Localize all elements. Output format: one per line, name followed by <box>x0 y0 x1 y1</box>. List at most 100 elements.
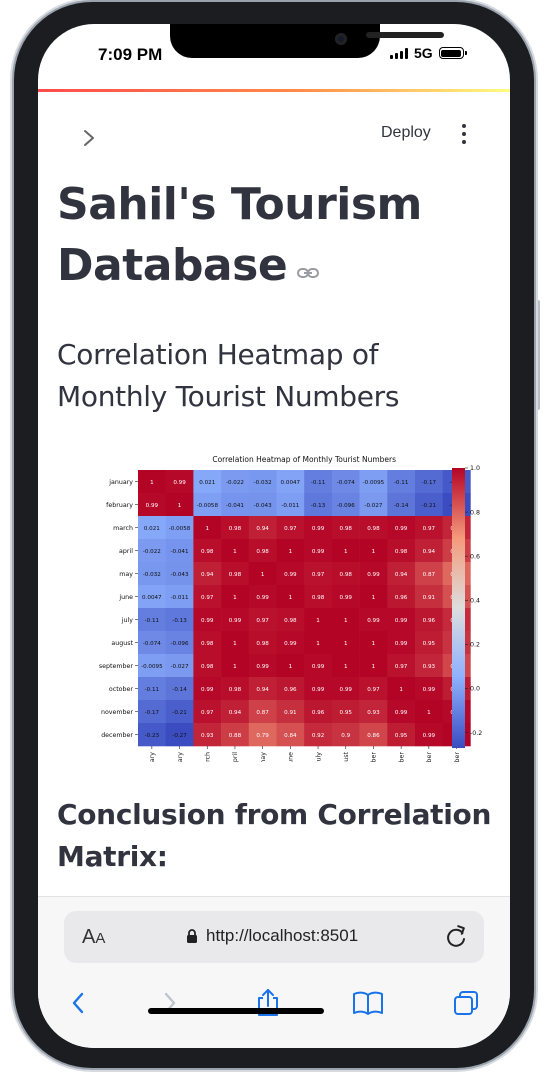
reload-button[interactable] <box>444 924 468 954</box>
heatmap-cell <box>221 723 250 747</box>
forward-button[interactable] <box>148 981 192 1025</box>
bookmarks-icon <box>353 991 383 1015</box>
section-heading-heatmap: Correlation Heatmap of Monthly Tourist N… <box>57 338 400 413</box>
heatmap-cell <box>276 654 305 678</box>
col-tick-label: december <box>454 752 461 762</box>
lock-icon <box>187 928 197 943</box>
heatmap-cell <box>165 677 194 701</box>
heatmap-cell-label: 1 <box>316 641 320 647</box>
heatmap-cell <box>387 470 416 494</box>
sidebar-expand-button[interactable] <box>82 128 96 153</box>
heatmap-cell-label: -0.027 <box>171 664 189 670</box>
colorbar <box>452 468 465 748</box>
heatmap-cell <box>165 700 194 724</box>
heatmap-cell <box>248 677 277 701</box>
heatmap-cell <box>415 677 443 701</box>
heatmap-cell-label: 0.98 <box>367 526 380 532</box>
col-tick-label: january <box>149 752 156 762</box>
phone-screen: 7:09 PM 5G Deploy Sahil's Tourism Databa… <box>38 24 510 1048</box>
heatmap-cell-label: 1 <box>427 710 431 716</box>
row-tick-label: march <box>113 525 133 532</box>
link-icon[interactable] <box>297 235 320 296</box>
heatmap-cell-label: -0.043 <box>171 572 189 578</box>
heatmap-cell <box>248 562 277 586</box>
heatmap-cell-label: 0.98 <box>340 526 353 532</box>
heatmap-cell <box>193 470 222 494</box>
address-bar[interactable]: AA http://localhost:8501 <box>64 911 484 963</box>
main-menu-button[interactable] <box>458 124 470 144</box>
heatmap-cell <box>304 562 333 586</box>
col-tick-label: june <box>288 752 295 762</box>
heatmap-cell <box>304 470 333 494</box>
heatmap-cell-label: 0.94 <box>256 526 269 532</box>
heatmap-cell-label: 1 <box>261 572 265 578</box>
row-tick-label: june <box>118 594 133 601</box>
heatmap-cell <box>387 608 416 632</box>
heatmap-cell <box>276 516 305 540</box>
heatmap-cell <box>304 700 333 724</box>
deploy-button[interactable]: Deploy <box>381 124 431 141</box>
heatmap-cell <box>138 562 166 586</box>
heatmap-cell <box>221 654 250 678</box>
heatmap-cell <box>276 539 305 563</box>
heatmap-cell-label: 0.99 <box>367 572 380 578</box>
col-tick-label: august <box>343 751 350 762</box>
heatmap-cell <box>221 516 250 540</box>
heatmap-cell <box>387 493 416 517</box>
heatmap-cell-label: -0.13 <box>172 618 187 624</box>
bookmarks-button[interactable] <box>346 981 390 1025</box>
heatmap-cell <box>248 654 277 678</box>
heatmap-cell <box>165 493 194 517</box>
heatmap-cell-label: 0.99 <box>367 618 380 624</box>
heatmap-cell <box>248 700 277 724</box>
heatmap-cell <box>359 539 388 563</box>
heatmap-cell <box>221 470 250 494</box>
back-button[interactable] <box>56 981 100 1025</box>
heatmap-cell <box>193 677 222 701</box>
heatmap-cell-label: 0.021 <box>144 526 160 532</box>
heatmap-cell-label: 0.94 <box>395 572 408 578</box>
url-display[interactable]: http://localhost:8501 <box>186 926 358 946</box>
mute-switch <box>10 200 14 236</box>
heatmap-cell-label: 1 <box>289 549 293 555</box>
heatmap-cell <box>193 539 222 563</box>
row-tick-label: may <box>119 571 133 578</box>
heatmap-cell <box>304 585 333 609</box>
heatmap-cell-label: 0.96 <box>395 595 408 601</box>
heatmap-cell <box>304 723 333 747</box>
heatmap-cell <box>138 539 166 563</box>
heatmap-cell <box>359 516 388 540</box>
heatmap-cell-label: -0.11 <box>394 480 409 486</box>
heatmap-cell-label: 0.99 <box>256 664 269 670</box>
heatmap-cell <box>331 470 360 494</box>
tabs-button[interactable] <box>444 981 488 1025</box>
heatmap-cell-label: -0.14 <box>172 687 187 693</box>
status-indicators: 5G <box>390 45 467 61</box>
heatmap-cell-label: -0.096 <box>337 503 355 509</box>
heatmap-cell <box>248 585 277 609</box>
network-type: 5G <box>414 45 433 61</box>
heatmap-cell <box>359 677 388 701</box>
section-heading-conclusion: Conclusion from Correlation Matrix: <box>57 798 492 873</box>
share-button[interactable] <box>246 981 290 1025</box>
colorbar-tick-label: 0.2 <box>470 642 480 649</box>
home-indicator <box>148 1008 324 1014</box>
heatmap-cell <box>276 585 305 609</box>
heatmap-cell-label: 0.99 <box>312 664 325 670</box>
heatmap-cell <box>221 562 250 586</box>
heatmap-cell <box>165 608 194 632</box>
heatmap-cell <box>193 654 222 678</box>
heatmap-cell-label: 0.97 <box>312 572 325 578</box>
row-tick-label: january <box>108 479 133 486</box>
heatmap-cell-label: 0.99 <box>395 710 408 716</box>
heatmap-cell <box>331 539 360 563</box>
app-header-decoration <box>38 89 510 92</box>
heatmap-cell <box>304 539 333 563</box>
heatmap-cell <box>359 631 388 655</box>
colorbar-tick-label: 0.8 <box>470 509 480 516</box>
heatmap-cell <box>331 562 360 586</box>
heatmap-cell <box>331 723 360 747</box>
heatmap-cell-label: 0.99 <box>256 595 269 601</box>
heatmap-cell <box>359 654 388 678</box>
text-size-button[interactable]: AA <box>82 926 106 948</box>
